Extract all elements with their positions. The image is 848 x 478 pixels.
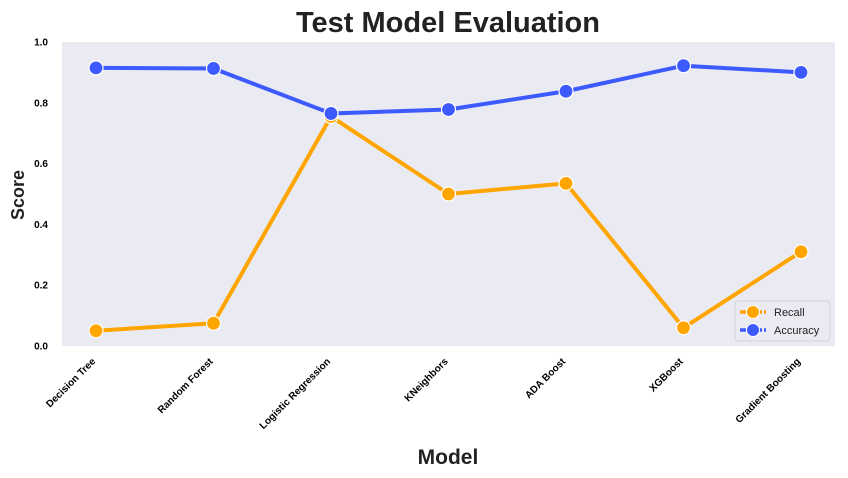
- x-tick-label: Decision Tree: [44, 356, 98, 410]
- accuracy-point: [205, 60, 222, 77]
- legend-item-accuracy: Accuracy: [740, 323, 820, 337]
- recall-point: [205, 315, 222, 331]
- recall-point: [793, 244, 809, 260]
- legend-label: Recall: [774, 307, 805, 319]
- recall-point: [675, 320, 692, 336]
- y-tick-label: 0.0: [34, 342, 48, 353]
- x-tick-label: ADA Boost: [523, 356, 568, 401]
- accuracy-point: [323, 105, 339, 122]
- legend-item-recall: Recall: [740, 305, 805, 319]
- accuracy-point: [88, 60, 104, 76]
- series-accuracy: [88, 58, 809, 122]
- x-axis-ticks: Decision Tree Random Forest Logistic Regre…: [44, 356, 803, 432]
- y-tick-label: 1.0: [34, 38, 48, 49]
- legend-label: Accuracy: [774, 325, 820, 337]
- recall-point: [558, 175, 574, 191]
- x-tick-label: Gradient Boosting: [734, 356, 803, 425]
- accuracy-point: [793, 64, 809, 81]
- x-tick-label: Logistic Regression: [258, 356, 333, 431]
- y-axis-label: Score: [8, 170, 28, 220]
- accuracy-point: [440, 101, 457, 118]
- chart-title: Test Model Evaluation: [296, 7, 600, 39]
- x-tick-label: KNeighbors: [403, 356, 451, 404]
- y-tick-label: 0.4: [34, 220, 48, 231]
- legend-marker-swatch: [746, 305, 760, 319]
- legend: Recall Accuracy: [734, 300, 831, 342]
- accuracy-point: [558, 83, 574, 99]
- y-axis-ticks: 0.0 0.2 0.4 0.6 0.8 1.0: [34, 38, 48, 353]
- recall-point: [440, 186, 457, 202]
- y-tick-label: 0.2: [34, 281, 48, 292]
- series-layer: [88, 58, 809, 339]
- y-tick-label: 0.6: [34, 159, 48, 170]
- x-tick-label: Random Forest: [156, 356, 216, 416]
- x-tick-label: XGBoost: [648, 356, 687, 395]
- accuracy-point: [675, 58, 692, 74]
- recall-point: [88, 323, 104, 339]
- legend-marker-swatch: [746, 323, 760, 337]
- x-axis-label: Model: [418, 446, 479, 469]
- y-tick-label: 0.8: [34, 98, 48, 109]
